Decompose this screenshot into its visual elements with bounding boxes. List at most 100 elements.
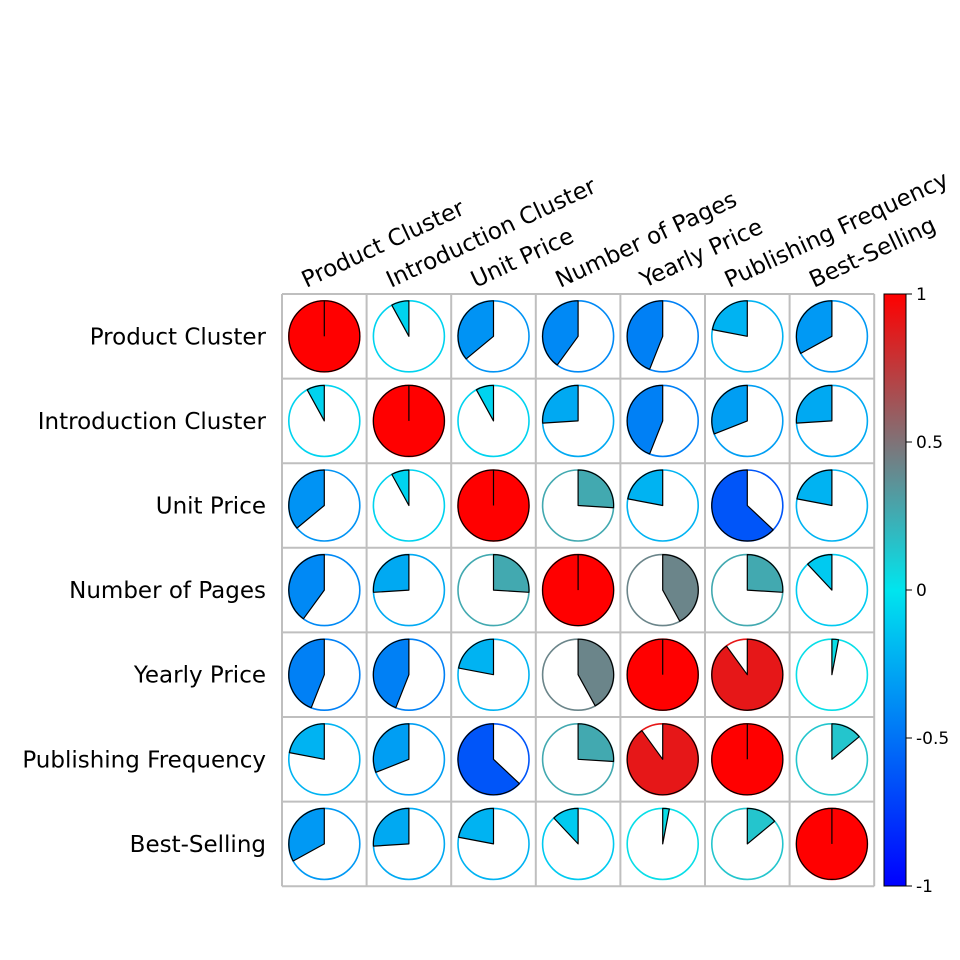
pie-cell xyxy=(710,299,784,373)
row-label: Publishing Frequency xyxy=(22,747,266,773)
pie-wedge xyxy=(795,384,833,424)
row-label: Introduction Cluster xyxy=(38,409,267,435)
pie-cell xyxy=(457,553,530,627)
pie-cell xyxy=(372,553,446,627)
pie-wedge xyxy=(306,384,325,422)
pie-cell xyxy=(795,299,869,373)
colorbar-tick-label: 0.5 xyxy=(916,433,943,453)
pie-wedge xyxy=(746,807,776,845)
pie-wedge xyxy=(626,384,664,455)
pie-cell xyxy=(626,807,700,881)
pie-wedge xyxy=(577,723,615,763)
pie-wedge xyxy=(492,554,530,593)
pie-cell xyxy=(287,807,361,881)
pie-cell xyxy=(372,722,446,796)
pie-wedge xyxy=(391,300,410,337)
pie-wedge xyxy=(391,469,410,507)
pie-cell xyxy=(541,638,615,712)
pie-cell xyxy=(710,384,784,458)
colorbar-tick-label: 1 xyxy=(916,285,927,305)
pie-cell xyxy=(457,807,530,881)
matrix-cells xyxy=(287,299,869,881)
colorbar-gradient xyxy=(883,293,907,887)
pie-cell xyxy=(795,807,869,881)
pie-cell xyxy=(710,722,784,796)
pie-cell xyxy=(372,469,446,542)
pie-wedge xyxy=(711,469,774,542)
pie-cell xyxy=(287,553,361,627)
pie-cell xyxy=(541,722,615,796)
pie-wedge xyxy=(457,723,520,796)
pie-cell xyxy=(372,299,446,373)
pie-cell xyxy=(541,807,615,881)
pie-wedge xyxy=(542,300,579,366)
pie-cell xyxy=(287,384,361,458)
pie-wedge xyxy=(475,384,495,422)
colorbar-tick-label: -1 xyxy=(916,877,933,897)
pie-cell xyxy=(541,469,615,542)
pie-cell xyxy=(710,807,784,881)
pie-cell xyxy=(457,384,530,458)
pie-cell xyxy=(372,384,446,458)
pie-wedge xyxy=(288,723,325,760)
pie-wedge xyxy=(662,807,670,845)
pie-cell xyxy=(457,722,530,796)
pie-wedge xyxy=(746,554,784,593)
pie-cell xyxy=(626,384,700,458)
pie-wedge xyxy=(458,638,495,676)
row-label: Number of Pages xyxy=(69,578,266,604)
pie-wedge xyxy=(626,723,699,796)
pie-cell xyxy=(626,553,700,627)
pie-wedge xyxy=(662,554,699,622)
pie-cell xyxy=(710,469,784,542)
pie-cell xyxy=(541,384,615,458)
pie-cell xyxy=(626,469,700,542)
pie-wedge xyxy=(807,554,833,591)
colorbar-tick-label: 0 xyxy=(916,581,927,601)
pie-cell xyxy=(710,553,784,627)
pie-cell xyxy=(795,553,869,627)
row-label: Yearly Price xyxy=(133,663,266,689)
pie-cell xyxy=(710,638,784,712)
row-label: Best-Selling xyxy=(130,832,266,858)
pie-wedge xyxy=(627,469,664,507)
pie-wedge xyxy=(711,638,784,711)
pie-wedge xyxy=(626,300,664,370)
pie-cell xyxy=(287,638,361,712)
pie-wedge xyxy=(372,554,410,593)
pie-cell xyxy=(626,299,700,373)
pie-cell xyxy=(795,638,869,712)
colorbar-ticks: 1 0.5 0 -0.5 -1 xyxy=(906,285,949,897)
pie-cell xyxy=(795,384,869,458)
pie-cell xyxy=(457,469,530,542)
matrix-grid xyxy=(281,293,876,888)
pie-wedge xyxy=(553,807,579,845)
pie-wedge xyxy=(711,384,748,435)
pie-cell xyxy=(372,638,446,712)
row-label: Unit Price xyxy=(156,494,266,520)
pie-wedge xyxy=(542,384,579,424)
pie-wedge xyxy=(577,469,615,509)
colorbar: 1 0.5 0 -0.5 -1 xyxy=(883,285,949,897)
pie-cell xyxy=(457,299,530,373)
pie-cell xyxy=(287,722,361,796)
pie-wedge xyxy=(288,807,325,862)
pie-cell xyxy=(795,469,869,542)
pie-wedge xyxy=(288,469,325,529)
pie-wedge xyxy=(372,638,410,709)
pie-wedge xyxy=(831,723,860,760)
pie-wedge xyxy=(372,723,410,773)
pie-wedge xyxy=(831,638,840,676)
pie-wedge xyxy=(795,300,833,354)
pie-wedge xyxy=(458,807,495,845)
pie-wedge xyxy=(457,300,495,360)
pie-cell xyxy=(541,299,615,373)
row-label: Product Cluster xyxy=(90,324,267,350)
pie-wedge xyxy=(372,807,410,847)
pie-wedge xyxy=(288,638,325,709)
pie-wedge xyxy=(796,469,833,507)
pie-cell xyxy=(372,807,446,881)
pie-cell xyxy=(795,722,869,796)
